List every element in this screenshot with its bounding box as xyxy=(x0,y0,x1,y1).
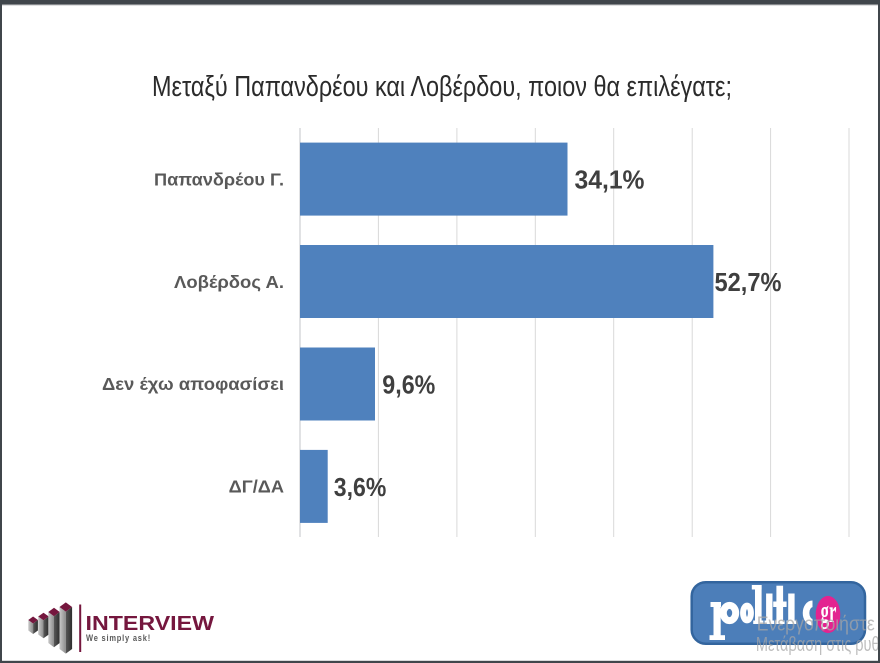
svg-text:9,6%: 9,6% xyxy=(382,370,435,400)
svg-text:Ενεργοποιήστε: Ενεργοποιήστε xyxy=(757,613,875,635)
svg-text:3,6%: 3,6% xyxy=(334,472,387,502)
svg-text:Μεταξύ Παπανδρέου και Λοβέρδου: Μεταξύ Παπανδρέου και Λοβέρδου, ποιον θα… xyxy=(152,71,732,103)
svg-text:34,1%: 34,1% xyxy=(575,165,645,195)
svg-text:INTERVIEW: INTERVIEW xyxy=(86,612,215,635)
svg-text:Παπανδρέου Γ.: Παπανδρέου Γ. xyxy=(154,169,284,189)
svg-text:gr: gr xyxy=(821,593,837,629)
svg-text:ΔΓ/ΔΑ: ΔΓ/ΔΑ xyxy=(229,477,285,497)
svg-text:Δεν έχω αποφασίσει: Δεν έχω αποφασίσει xyxy=(102,374,284,394)
svg-text:52,7%: 52,7% xyxy=(715,267,782,297)
svg-text:We simply ask!: We simply ask! xyxy=(86,633,151,644)
svg-text:Λοβέρδος Α.: Λοβέρδος Α. xyxy=(174,272,284,292)
svg-text:Μετάβαση στις ρυθμίσεις: Μετάβαση στις ρυθμίσεις xyxy=(756,634,880,656)
